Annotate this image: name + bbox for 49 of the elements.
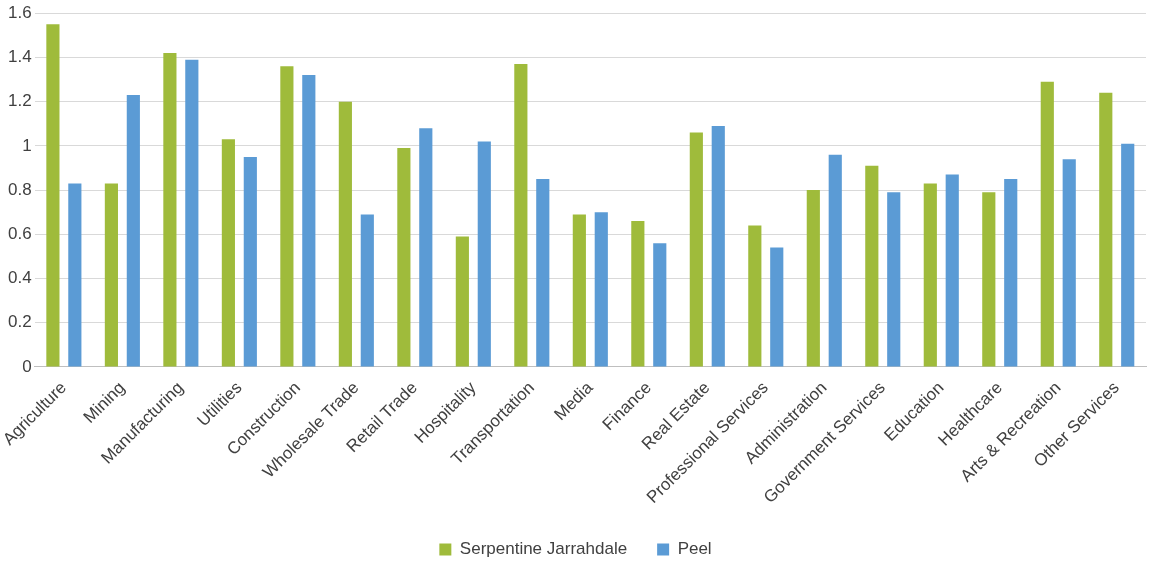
bar [397, 148, 411, 367]
bar [185, 59, 199, 367]
y-tick-label: 1 [22, 135, 32, 155]
bar [243, 156, 257, 367]
bar [536, 179, 550, 367]
bar [221, 139, 235, 367]
bar [653, 243, 667, 367]
bar [594, 212, 608, 367]
bar [104, 183, 118, 367]
bar [887, 192, 901, 367]
bar [711, 125, 725, 367]
bar [360, 214, 374, 367]
legend-label: Serpentine Jarrahdale [459, 539, 628, 559]
y-tick-label: 0.4 [7, 268, 32, 288]
bar [770, 247, 784, 367]
bar [923, 183, 937, 367]
bar [945, 174, 959, 367]
bar [1004, 179, 1018, 367]
bar [865, 165, 879, 367]
bar [68, 183, 82, 367]
bar [126, 95, 140, 367]
y-tick-label: 0.2 [7, 312, 32, 332]
bar [806, 190, 820, 367]
bar [1121, 143, 1135, 367]
bar [338, 101, 352, 367]
bar [477, 141, 491, 367]
bar [982, 192, 996, 367]
y-tick-label: 1.6 [7, 2, 32, 22]
bar [280, 66, 294, 367]
bar [572, 214, 586, 367]
bar [455, 236, 469, 367]
bar [1062, 159, 1076, 367]
legend-label: Peel [677, 539, 712, 559]
bar [631, 221, 645, 367]
bar [419, 128, 433, 367]
bar [163, 53, 177, 367]
bar [689, 132, 703, 367]
y-tick-label: 0 [22, 356, 32, 376]
bar [1099, 92, 1113, 367]
bar [514, 64, 528, 367]
bar [302, 75, 316, 367]
y-tick-label: 0.6 [7, 224, 32, 244]
y-tick-label: 1.2 [7, 91, 32, 111]
y-tick-label: 1.4 [7, 47, 32, 67]
y-tick-label: 0.8 [7, 179, 32, 199]
bar [748, 225, 762, 367]
bar [828, 154, 842, 367]
bar [1040, 81, 1054, 367]
bar [46, 24, 60, 367]
